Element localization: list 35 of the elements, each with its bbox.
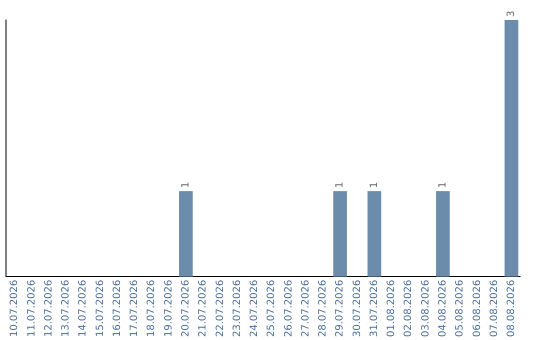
x-tick-label: 14.07.2026 [78, 280, 89, 338]
x-tick-label: 15.07.2026 [94, 280, 106, 338]
x-tick-label: 16.07.2026 [112, 280, 123, 338]
x-tick-label: 24.07.2026 [249, 280, 260, 338]
x-tick-label: 27.07.2026 [300, 280, 312, 338]
x-tick-label: 19.07.2026 [163, 280, 174, 338]
data-label: 1 [368, 182, 380, 188]
x-tick-label: 17.07.2026 [129, 280, 140, 338]
x-tick-label: 10.07.2026 [9, 280, 20, 338]
x-tick-label: 28.07.2026 [318, 280, 329, 338]
x-tick-label: 07.08.2026 [488, 280, 500, 338]
data-label: 1 [334, 182, 346, 188]
x-tick-label: 03.08.2026 [420, 280, 432, 338]
x-tick-label: 18.07.2026 [146, 280, 158, 338]
x-tick-label: 06.08.2026 [472, 280, 483, 338]
x-tick-label: 12.07.2026 [43, 280, 54, 338]
x-tick-label: 08.08.2026 [506, 280, 518, 338]
x-tick-label: 01.08.2026 [386, 280, 398, 338]
x-tick-label: 25.07.2026 [266, 280, 278, 338]
x-tick-label: 21.07.2026 [198, 280, 209, 338]
x-tick-label: 05.08.2026 [454, 280, 466, 338]
x-tick-label: 30.07.2026 [352, 280, 363, 338]
x-tick-label: 22.07.2026 [214, 280, 226, 338]
x-tick-label: 11.07.2026 [26, 280, 38, 338]
data-label: 1 [437, 182, 448, 188]
data-label: 1 [180, 182, 192, 188]
x-tick-label: 04.08.2026 [437, 280, 448, 338]
x-tick-label: 23.07.2026 [232, 280, 243, 338]
x-tick-label: 13.07.2026 [60, 280, 72, 338]
x-tick-label: 20.07.2026 [180, 280, 192, 338]
x-tick-label: 02.08.2026 [403, 280, 414, 338]
x-tick-label: 29.07.2026 [334, 280, 346, 338]
x-tick-label: 26.07.2026 [283, 280, 294, 338]
x-tick-label: 31.07.2026 [368, 280, 380, 338]
data-label: 3 [506, 10, 518, 17]
